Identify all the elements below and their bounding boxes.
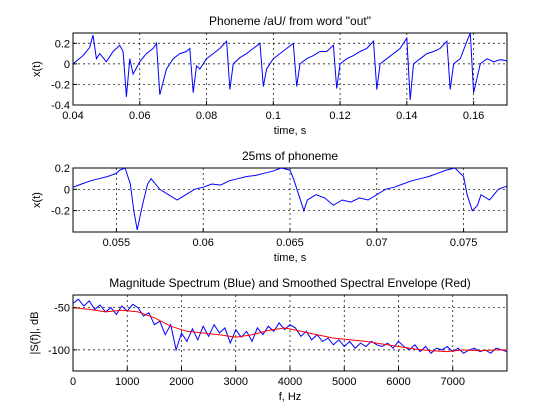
chart-1: 0.04 0.06 0.08 0.1 0.12 0.14 0.16 -0.4 -0.2 0 0.2 P…	[31, 14, 508, 137]
y-tick-label: 0	[64, 59, 70, 71]
y-axis-label: x(t)	[31, 192, 43, 208]
x-tick-label: 0.14	[396, 110, 417, 122]
series-line-1	[73, 33, 507, 100]
x-tick-label: 7000	[441, 376, 465, 388]
chart-title: Magnitude Spectrum (Blue) and Smoothed S…	[109, 276, 471, 290]
y-tick-label: -100	[48, 345, 70, 357]
y-tick-label: 0.2	[55, 38, 70, 50]
x-tick-label: 5000	[332, 376, 356, 388]
series-line-2	[73, 307, 507, 353]
x-tick-label: 3000	[224, 376, 248, 388]
x-tick-label: 4000	[278, 376, 302, 388]
y-axis-label: |S(f)|, dB	[29, 311, 41, 354]
x-axis-label: f, Hz	[279, 391, 302, 403]
x-tick-label: 0.075	[450, 237, 478, 249]
chart-title: 25ms of phoneme	[242, 149, 338, 163]
x-axis-label: time, s	[274, 125, 307, 137]
x-tick-label: 1000	[115, 376, 139, 388]
y-tick-label: 0	[64, 184, 70, 196]
series-line-1	[73, 168, 507, 231]
plot-area	[72, 32, 508, 106]
chart-title: Phoneme /aU/ from word "out"	[209, 14, 371, 28]
x-tick-label: 0.065	[276, 237, 304, 249]
y-tick-label: -0.4	[51, 100, 70, 112]
chart-3: 0 1000 2000 3000 4000 5000 6000 7000 -100 -50 Magn…	[29, 276, 508, 403]
x-tick-label: 0.055	[103, 237, 131, 249]
y-tick-label: -0.2	[51, 206, 70, 218]
x-tick-label: 2000	[169, 376, 193, 388]
x-tick-label: 6000	[386, 376, 410, 388]
y-axis-label: x(t)	[31, 61, 43, 77]
x-tick-label: 0.06	[192, 237, 213, 249]
x-tick-label: 0.16	[463, 110, 484, 122]
x-tick-label: 0.1	[266, 110, 281, 122]
x-tick-label: 0.06	[129, 110, 150, 122]
x-axis-label: time, s	[274, 252, 307, 264]
chart-2: 0.055 0.06 0.065 0.07 0.075 -0.2 0 0.2 25ms of p…	[31, 149, 508, 264]
y-tick-label: 0.2	[55, 163, 70, 175]
x-tick-label: 0.04	[62, 110, 83, 122]
y-tick-label: -50	[54, 303, 70, 315]
x-tick-label: 0.07	[366, 237, 387, 249]
x-tick-label: 0	[70, 376, 76, 388]
y-tick-label: -0.2	[51, 79, 70, 91]
x-tick-label: 0.12	[329, 110, 350, 122]
x-tick-label: 0.08	[196, 110, 217, 122]
